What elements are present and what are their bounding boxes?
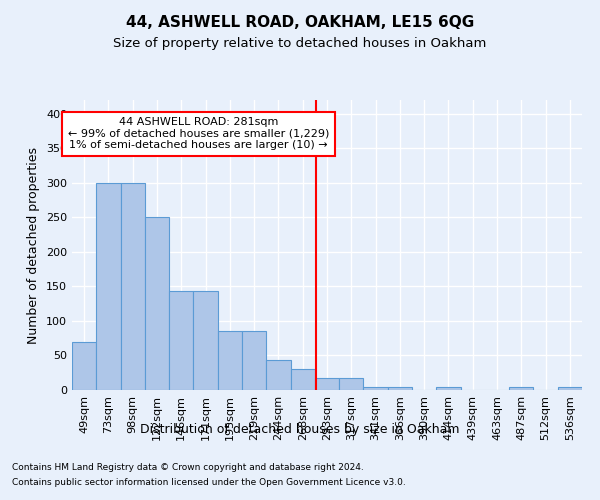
Bar [96,183,121,390]
Bar [121,183,145,390]
Text: Contains public sector information licensed under the Open Government Licence v3: Contains public sector information licen… [12,478,406,487]
Bar [242,332,266,390]
Text: 44, ASHWELL ROAD, OAKHAM, LE15 6QG: 44, ASHWELL ROAD, OAKHAM, LE15 6QG [126,15,474,30]
Bar [509,387,533,390]
Bar [145,218,169,390]
Bar [436,387,461,390]
Text: Distribution of detached houses by size in Oakham: Distribution of detached houses by size … [140,422,460,436]
Bar [290,370,315,390]
Bar [72,342,96,390]
Bar [388,387,412,390]
Bar [266,360,290,390]
Text: Size of property relative to detached houses in Oakham: Size of property relative to detached ho… [113,38,487,51]
Bar [339,378,364,390]
Text: 44 ASHWELL ROAD: 281sqm
← 99% of detached houses are smaller (1,229)
1% of semi-: 44 ASHWELL ROAD: 281sqm ← 99% of detache… [68,118,329,150]
Text: Contains HM Land Registry data © Crown copyright and database right 2024.: Contains HM Land Registry data © Crown c… [12,463,364,472]
Bar [169,292,193,390]
Bar [315,378,339,390]
Bar [193,292,218,390]
Bar [558,387,582,390]
Y-axis label: Number of detached properties: Number of detached properties [28,146,40,344]
Bar [218,332,242,390]
Bar [364,387,388,390]
